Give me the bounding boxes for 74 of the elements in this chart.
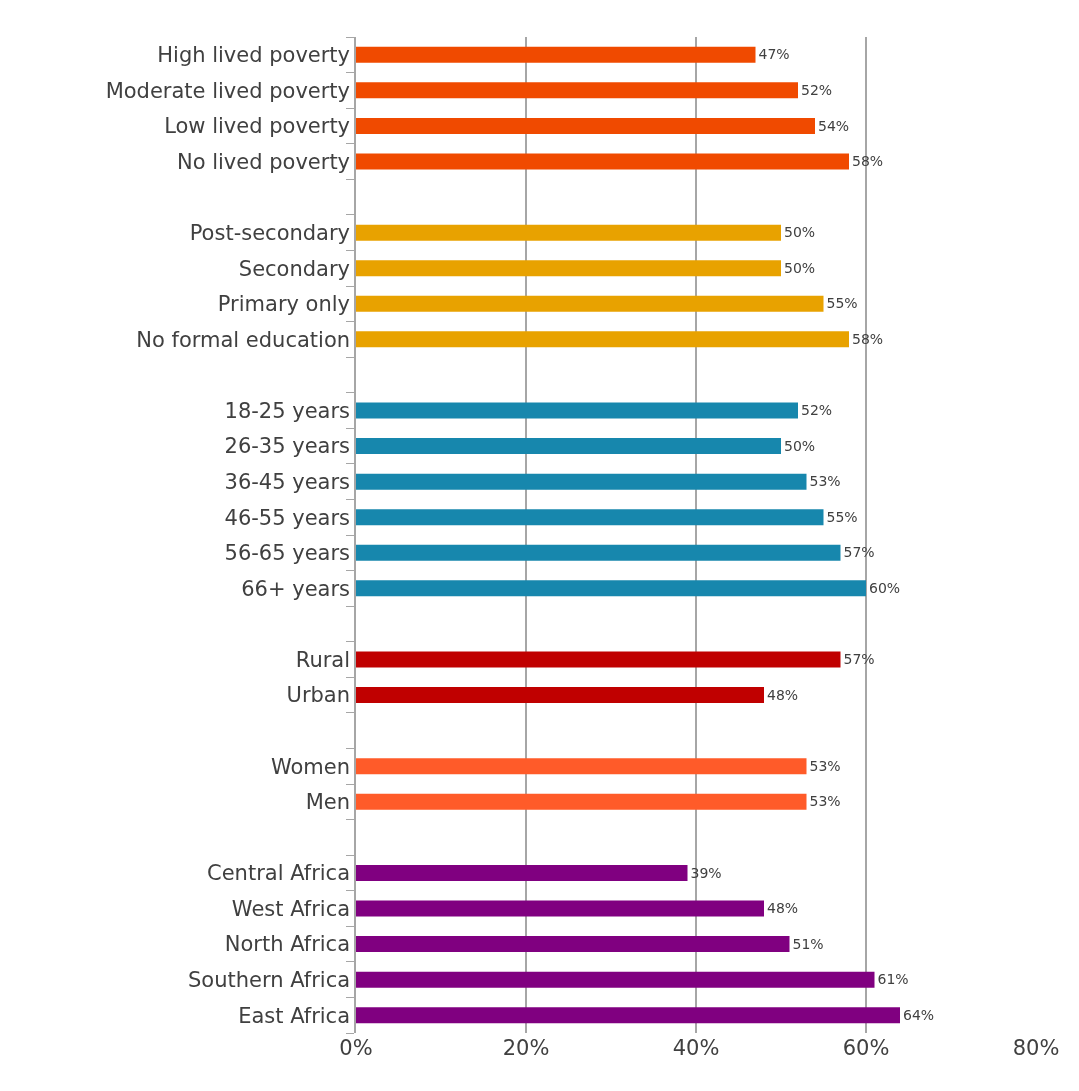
y-tick-label: 36-45 years [224,469,351,494]
y-tick-label: High lived poverty [157,43,351,68]
bar [356,900,764,917]
data-label: 57% [843,544,875,561]
data-label: 39% [690,864,722,881]
data-label: 52% [801,82,833,99]
bar [356,295,824,312]
data-label: 60% [869,580,901,597]
x-tick-label: 0% [339,1036,373,1060]
x-tick-label: 40% [672,1036,720,1060]
y-tick-label: Secondary [238,256,351,281]
bar [356,544,841,561]
bar [356,153,849,170]
y-tick-label: Post-secondary [189,220,351,245]
data-label: 50% [784,259,816,276]
bar [356,687,764,704]
y-tick-label: 46-55 years [224,505,351,530]
data-label: 53% [809,473,841,490]
data-label: 50% [784,224,816,241]
data-label: 51% [792,935,824,952]
data-label: 52% [801,402,833,419]
bar [356,46,756,63]
data-label: 58% [852,331,884,348]
bar [356,580,866,597]
data-label: 61% [877,971,909,988]
bar [356,473,807,490]
x-tick-label: 20% [502,1036,550,1060]
bar [356,260,781,277]
data-label: 47% [758,46,790,63]
bar [356,402,798,419]
bar [356,117,815,134]
y-tick-label: East Africa [238,1003,351,1028]
x-tick-label: 60% [842,1036,890,1060]
bar [356,793,807,810]
y-tick-label: No formal education [136,327,351,352]
y-tick-label: 26-35 years [224,434,351,459]
bar [356,936,790,953]
y-tick-label: Central Africa [207,861,351,886]
data-label: 64% [903,1006,935,1023]
data-label: 55% [826,508,858,525]
y-tick-label: Low lived poverty [164,114,351,139]
bar [356,1007,900,1024]
data-label: 54% [818,117,850,134]
data-label: 55% [826,295,858,312]
y-tick-label: Urban [286,683,351,708]
data-label: 48% [767,900,799,917]
y-tick-label: 66+ years [241,576,351,601]
y-tick-label: Primary only [217,292,351,317]
bar [356,331,849,348]
bar [356,971,875,988]
y-tick-label: 56-65 years [224,541,351,566]
data-label: 50% [784,437,816,454]
y-tick-label: Moderate lived poverty [105,78,351,103]
y-tick-label: Rural [295,647,351,672]
y-tick-label: Women [270,754,351,779]
data-label: 53% [809,757,841,774]
bar [356,864,688,881]
bar [356,224,781,241]
y-tick-label: West Africa [231,896,351,921]
y-tick-label: North Africa [224,932,351,957]
bar [356,651,841,668]
bar [356,82,798,99]
y-tick-label: Southern Africa [187,967,351,992]
y-tick-label: No lived poverty [176,149,351,174]
bar [356,438,781,455]
data-label: 48% [767,686,799,703]
bar [356,758,807,775]
bar [356,509,824,526]
data-label: 58% [852,153,884,170]
y-tick-label: Men [305,790,351,815]
y-tick-label: 18-25 years [224,398,351,423]
data-label: 57% [843,651,875,668]
data-label: 53% [809,793,841,810]
x-tick-label: 80% [1012,1036,1060,1060]
